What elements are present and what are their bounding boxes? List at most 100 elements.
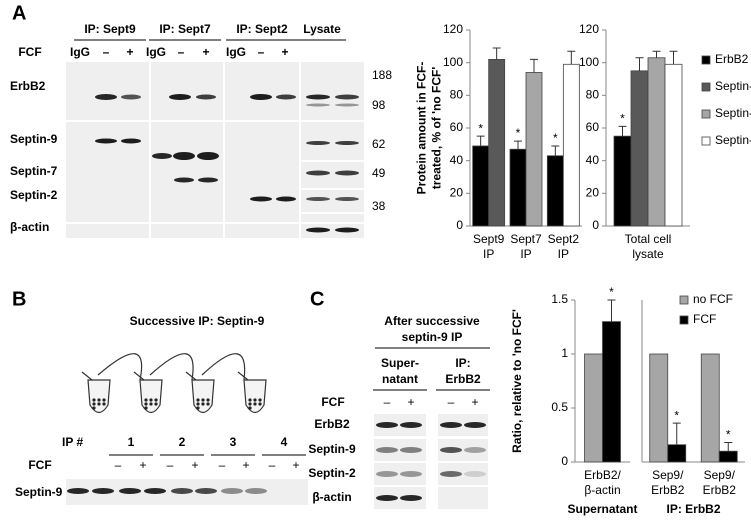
lane-label: + <box>202 45 209 59</box>
mw-label: 49 <box>372 166 386 180</box>
x-tick-label: IP <box>558 247 569 261</box>
blot-band <box>335 94 359 100</box>
y-tick-label: 60 <box>586 120 600 134</box>
blot-band <box>144 488 166 494</box>
row-label: β-actin <box>10 220 49 234</box>
ip-label: IP # <box>62 435 83 449</box>
lane-label: + <box>242 458 249 472</box>
blot <box>438 487 488 509</box>
y-tick-label: 100 <box>443 55 463 69</box>
bead <box>253 398 257 402</box>
bead <box>144 406 148 410</box>
blot-band <box>400 495 422 501</box>
blot-band <box>376 422 398 428</box>
legend-label: no FCF <box>693 292 733 306</box>
lane-label: – <box>269 458 276 472</box>
tube-cap <box>185 371 197 381</box>
blot-band <box>121 138 141 144</box>
x-tick-label: ErbB2/ <box>584 468 621 482</box>
blot-separator <box>301 188 364 190</box>
y-tick-label: 120 <box>579 22 599 36</box>
blot-title: Successive IP: Septin-9 <box>130 314 265 328</box>
bar <box>472 145 490 227</box>
group-label: natant <box>382 372 418 386</box>
blot <box>374 463 426 485</box>
blot-band <box>169 94 191 100</box>
x-tick-label: β-actin <box>584 483 620 497</box>
y-tick-label: 20 <box>450 186 464 200</box>
blot-band <box>464 447 486 453</box>
blot-header: IP: Sept7 <box>159 22 211 36</box>
y-tick-label: 100 <box>579 55 599 69</box>
x-tick-label: Sept7 <box>510 232 542 246</box>
fcf-label: FCF <box>321 395 344 409</box>
blot-band <box>306 103 330 107</box>
tube <box>191 379 215 414</box>
x-tick-label: ErbB2 <box>703 483 737 497</box>
bar <box>525 72 543 227</box>
lane-label: – <box>448 395 455 409</box>
bead <box>201 402 205 406</box>
bead <box>102 402 106 406</box>
bead <box>149 398 153 402</box>
bead <box>92 402 96 406</box>
blot-separator <box>299 62 301 238</box>
y-axis-label: Protein amount in FCF- <box>415 62 429 195</box>
arrow <box>201 353 246 381</box>
x-tick-label: lysate <box>632 247 664 261</box>
bead <box>206 398 210 402</box>
lane-label: IgG <box>226 45 246 59</box>
row-label: ErbB2 <box>314 417 350 431</box>
row-label: β-actin <box>312 490 351 504</box>
legend-swatch <box>701 136 711 146</box>
lane-label: – <box>167 458 174 472</box>
blot-band <box>400 471 422 477</box>
blot-separator <box>301 212 364 214</box>
lane-label: + <box>471 395 478 409</box>
bar <box>613 135 632 227</box>
bead <box>196 406 200 410</box>
significance-marker: * <box>516 126 521 140</box>
blot-band <box>171 488 193 494</box>
y-tick-label: 0.5 <box>551 400 568 414</box>
error-bar <box>724 442 733 452</box>
row-label: Septin-9 <box>15 485 63 499</box>
fcf-label: FCF <box>28 458 51 472</box>
blot <box>66 62 364 238</box>
x-tick-label: Sep9/ <box>704 468 736 482</box>
tube-diagram <box>81 353 267 414</box>
bar <box>700 353 720 463</box>
error-bar <box>607 299 616 322</box>
bead <box>201 398 205 402</box>
legend-swatch <box>701 55 711 65</box>
ip-number: 2 <box>179 435 186 449</box>
blot-band <box>440 471 462 477</box>
legend-label: Septin-7 <box>715 106 751 120</box>
bar <box>562 63 580 227</box>
legend-swatch <box>701 82 711 92</box>
blot-band <box>95 94 117 100</box>
legend-swatch <box>679 315 689 325</box>
lane-label: – <box>103 45 110 59</box>
blot-separator <box>66 222 364 224</box>
blot-band <box>250 196 272 202</box>
lane-label: + <box>281 45 288 59</box>
blot-band <box>464 471 486 477</box>
lane-label: – <box>258 45 265 59</box>
row-label: Septin-9 <box>10 132 58 146</box>
row-label: Septin-7 <box>10 164 58 178</box>
bead <box>258 402 262 406</box>
lane-label: – <box>115 458 122 472</box>
bead <box>154 402 158 406</box>
mw-label: 98 <box>372 98 386 112</box>
x-axis-label: IP: ErbB2 <box>666 502 720 516</box>
blot-separator <box>66 120 364 122</box>
y-axis-label: treated, % of 'no FCF' <box>430 67 444 190</box>
y-tick-label: 0 <box>592 218 599 232</box>
lane-label: + <box>191 458 198 472</box>
error-bar <box>476 135 485 146</box>
y-tick-label: 0 <box>456 218 463 232</box>
blot-band <box>196 94 216 100</box>
blot <box>438 414 488 436</box>
blot-band <box>335 227 359 233</box>
